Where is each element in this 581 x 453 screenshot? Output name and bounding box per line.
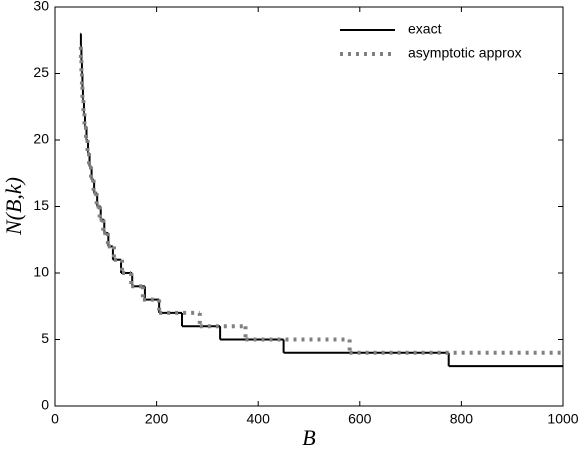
x-tick-label: 0 <box>51 411 59 427</box>
x-tick-label: 1000 <box>547 411 578 427</box>
y-tick-label: 15 <box>33 197 49 213</box>
plot-frame <box>54 6 564 407</box>
y-axis-label: N(B,k) <box>1 177 26 236</box>
legend-label: exact <box>408 21 442 37</box>
x-tick-label: 400 <box>247 411 271 427</box>
y-tick-label: 30 <box>33 0 49 14</box>
x-tick-label: 600 <box>348 411 372 427</box>
y-tick-label: 0 <box>41 397 49 413</box>
y-tick-label: 20 <box>33 131 49 147</box>
x-axis-label: B <box>302 425 315 450</box>
x-tick-label: 200 <box>145 411 169 427</box>
y-tick-label: 10 <box>33 264 49 280</box>
x-tick-label: 800 <box>450 411 474 427</box>
y-tick-label: 5 <box>41 330 49 346</box>
legend-label: asymptotic approx <box>408 45 522 61</box>
y-tick-label: 25 <box>33 64 49 80</box>
